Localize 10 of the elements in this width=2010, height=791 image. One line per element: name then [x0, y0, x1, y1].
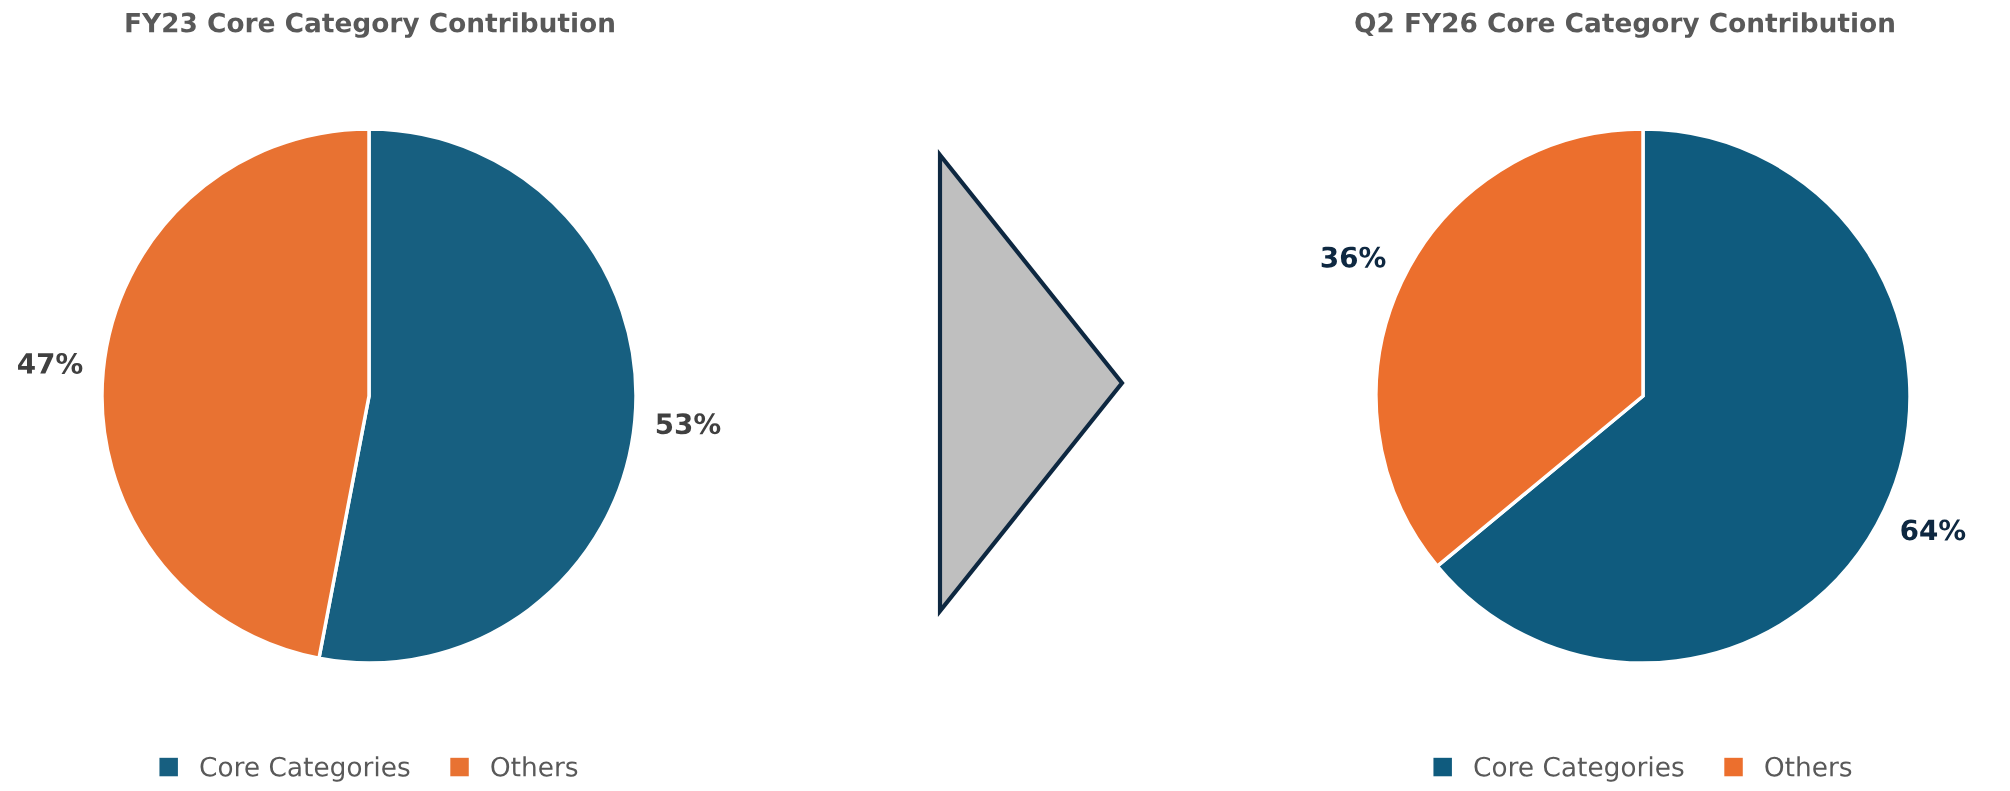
chart-title: Q2 FY26 Core Category Contribution [1355, 12, 1894, 38]
data-label: 64% [1901, 519, 1966, 541]
legend-label: Core Categories [1474, 756, 1684, 782]
legend-label: Core Categories [200, 756, 410, 782]
chart-title: FY23 Core Category Contribution [126, 12, 614, 38]
legend-label: Others [491, 756, 578, 777]
legend-label: Others [1765, 756, 1852, 777]
data-label: 47% [18, 352, 83, 374]
data-label: 36% [1321, 246, 1386, 268]
data-label: 53% [656, 413, 721, 435]
